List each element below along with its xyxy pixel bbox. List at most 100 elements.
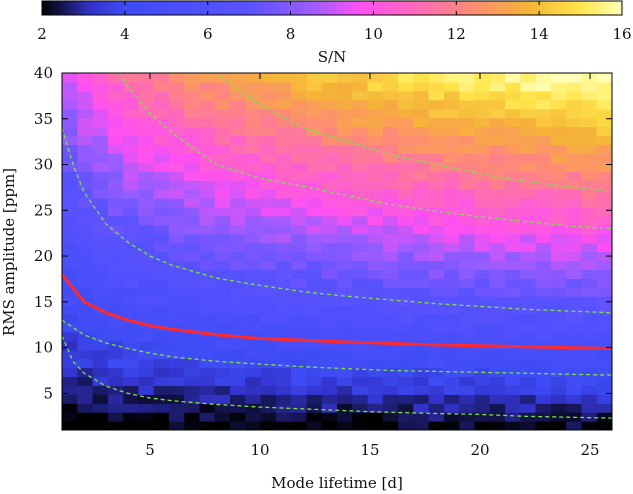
heatmap-cell (77, 81, 94, 92)
y-tick-label: 15 (34, 293, 53, 311)
heatmap-cell (92, 269, 109, 279)
heatmap-cell (489, 99, 506, 110)
heatmap-cell (428, 189, 445, 199)
heatmap-cell (153, 358, 170, 369)
heatmap-cell (566, 153, 583, 163)
heatmap-cell (382, 421, 399, 430)
heatmap-cell (566, 251, 583, 262)
heatmap-cell (337, 251, 353, 262)
heatmap-cell (291, 412, 308, 422)
heatmap-cell (428, 171, 445, 181)
heatmap-cell (92, 224, 109, 235)
heatmap-cell (535, 403, 552, 413)
plot-frame (61, 72, 613, 431)
heatmap-cell (474, 135, 491, 145)
heatmap-cell (245, 403, 262, 413)
heatmap-cell (291, 331, 308, 342)
heatmap-cell (306, 358, 323, 369)
heatmap-cell (123, 367, 139, 378)
heatmap-cell (382, 197, 399, 208)
heatmap-cell (550, 73, 567, 83)
heatmap-cell (352, 233, 369, 244)
heatmap-cell (550, 367, 567, 378)
heatmap-cell (596, 260, 612, 270)
heatmap-cell (535, 260, 552, 270)
heatmap-cell (138, 224, 155, 235)
heatmap-cell (214, 126, 231, 137)
y-tick-label: 40 (34, 64, 53, 82)
heatmap-cell (505, 376, 521, 386)
heatmap-cell (566, 126, 583, 137)
heatmap-cell (550, 224, 567, 235)
x-tick-label: 25 (580, 441, 599, 459)
heatmap-cell (337, 171, 353, 181)
heatmap-cell (306, 108, 323, 119)
x-tick-label: 10 (250, 441, 269, 459)
heatmap-cell (306, 144, 323, 154)
heatmap-cell (550, 358, 567, 369)
heatmap-cell (382, 224, 399, 235)
heatmap-cell (214, 242, 231, 253)
heatmap-cell (367, 108, 384, 119)
heatmap-cell (62, 153, 78, 163)
heatmap-cell (275, 278, 292, 288)
heatmap-cell (489, 108, 506, 119)
heatmap-cell (505, 260, 521, 270)
heatmap-cell (214, 251, 231, 262)
heatmap-cell (520, 278, 537, 288)
heatmap-cell (428, 412, 445, 422)
heatmap-cell (92, 206, 109, 217)
heatmap-cell (62, 215, 78, 226)
heatmap-cell (153, 331, 170, 342)
heatmap-cell (398, 394, 414, 404)
heatmap-cell (535, 215, 552, 226)
heatmap-cell (459, 224, 476, 235)
heatmap-cell (199, 171, 216, 181)
heatmap-cell (138, 197, 155, 208)
heatmap-cell (123, 135, 139, 145)
heatmap-cell (367, 269, 384, 279)
heatmap-cell (581, 81, 598, 92)
heatmap-cell (107, 242, 124, 253)
heatmap-cell (581, 313, 598, 324)
heatmap-cell (77, 108, 94, 119)
heatmap-cell (184, 135, 201, 145)
heatmap-cell (153, 340, 170, 351)
heatmap-cell (352, 224, 369, 235)
heatmap-cell (474, 313, 491, 324)
heatmap-cell (321, 108, 338, 119)
heatmap-cell (168, 81, 185, 92)
heatmap-cell (596, 99, 612, 110)
heatmap-cell (92, 153, 109, 163)
heatmap-cell (398, 242, 414, 253)
heatmap-cell (77, 287, 94, 297)
heatmap-cell (581, 224, 598, 235)
heatmap-cell (382, 278, 399, 288)
heatmap-cell (275, 180, 292, 190)
heatmap-cell (550, 99, 567, 110)
heatmap-cell (428, 135, 445, 145)
heatmap-cell (306, 305, 323, 315)
heatmap-cell (413, 90, 430, 101)
heatmap-cell (459, 269, 476, 279)
heatmap-cell (337, 421, 353, 430)
heatmap-cell (459, 206, 476, 217)
heatmap-cell (291, 278, 308, 288)
heatmap-cell (291, 358, 308, 369)
heatmap-cell (245, 117, 262, 128)
heatmap-cell (550, 215, 567, 226)
heatmap-cell (367, 385, 384, 395)
heatmap-cell (337, 385, 353, 395)
heatmap-cell (168, 358, 185, 369)
heatmap-cell (474, 305, 491, 315)
heatmap-cell (321, 215, 338, 226)
heatmap-cell (321, 117, 338, 128)
heatmap-cell (230, 108, 246, 119)
heatmap-cell (260, 394, 277, 404)
heatmap-cell (62, 197, 78, 208)
heatmap-cell (184, 117, 201, 128)
heatmap-cell (352, 215, 369, 226)
heatmap-cell (199, 313, 216, 324)
heatmap-cell (428, 224, 445, 235)
